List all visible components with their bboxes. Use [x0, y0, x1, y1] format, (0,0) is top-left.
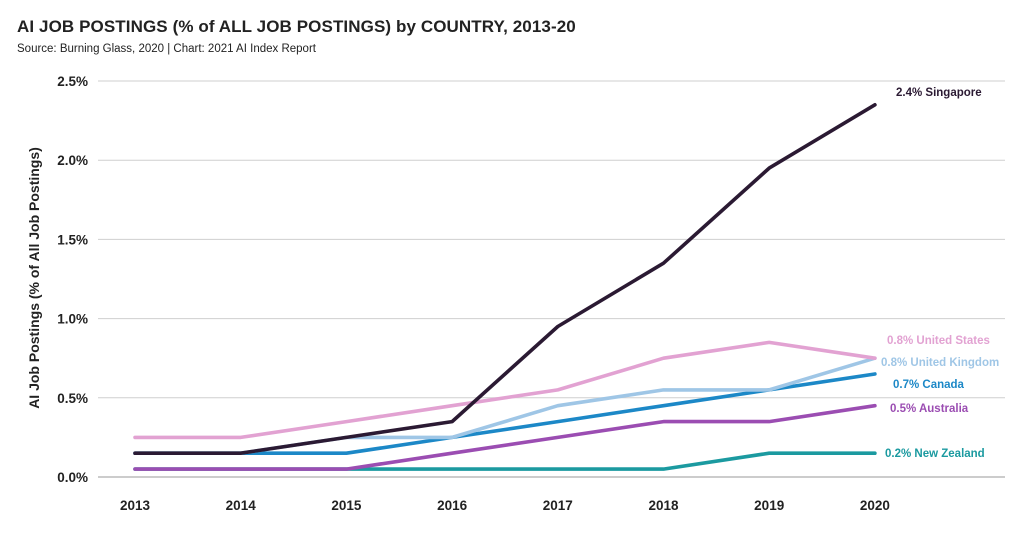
- series-line-new-zealand: [133, 451, 877, 471]
- x-tick-label: 2019: [754, 498, 784, 513]
- grid-lines: [98, 80, 1005, 478]
- x-tick-labels: 2013 2014 2015 2016 2017 2018 2019 2020: [120, 498, 890, 513]
- y-tick-label: 0.0%: [57, 470, 88, 485]
- x-tick-label: 2015: [331, 498, 362, 513]
- series-label-singapore: 2.4% Singapore: [896, 87, 982, 99]
- series-label-united-kingdom: 0.8% United Kingdom: [881, 357, 999, 369]
- x-tick-label: 2013: [120, 498, 151, 513]
- x-tick-label: 2020: [860, 498, 890, 513]
- series-label-australia: 0.5% Australia: [890, 403, 969, 415]
- series-label-new-zealand: 0.2% New Zealand: [885, 448, 985, 460]
- x-tick-label: 2014: [226, 498, 257, 513]
- series-label-canada: 0.7% Canada: [893, 379, 965, 391]
- y-tick-labels: 0.0% 0.5% 1.0% 1.5% 2.0% 2.5%: [57, 74, 88, 485]
- series-line-singapore: [133, 103, 877, 456]
- x-tick-label: 2018: [648, 498, 679, 513]
- y-tick-label: 1.0%: [57, 312, 88, 327]
- y-tick-label: 2.0%: [57, 153, 88, 168]
- x-tick-label: 2017: [543, 498, 573, 513]
- y-tick-label: 2.5%: [57, 74, 88, 89]
- x-tick-label: 2016: [437, 498, 468, 513]
- chart-subtitle: Source: Burning Glass, 2020 | Chart: 202…: [17, 43, 316, 55]
- series-lines: [133, 103, 877, 471]
- series-end-labels: 0.2% New Zealand 0.5% Australia 0.7% Canad…: [881, 87, 999, 460]
- series-line-australia: [133, 403, 877, 471]
- y-tick-label: 1.5%: [57, 232, 88, 247]
- series-label-united-states: 0.8% United States: [887, 335, 990, 347]
- series-line-canada: [133, 372, 877, 456]
- y-tick-label: 0.5%: [57, 391, 88, 406]
- chart-title: AI JOB POSTINGS (% of ALL JOB POSTINGS) …: [17, 17, 576, 36]
- series-line-united-states: [133, 340, 877, 440]
